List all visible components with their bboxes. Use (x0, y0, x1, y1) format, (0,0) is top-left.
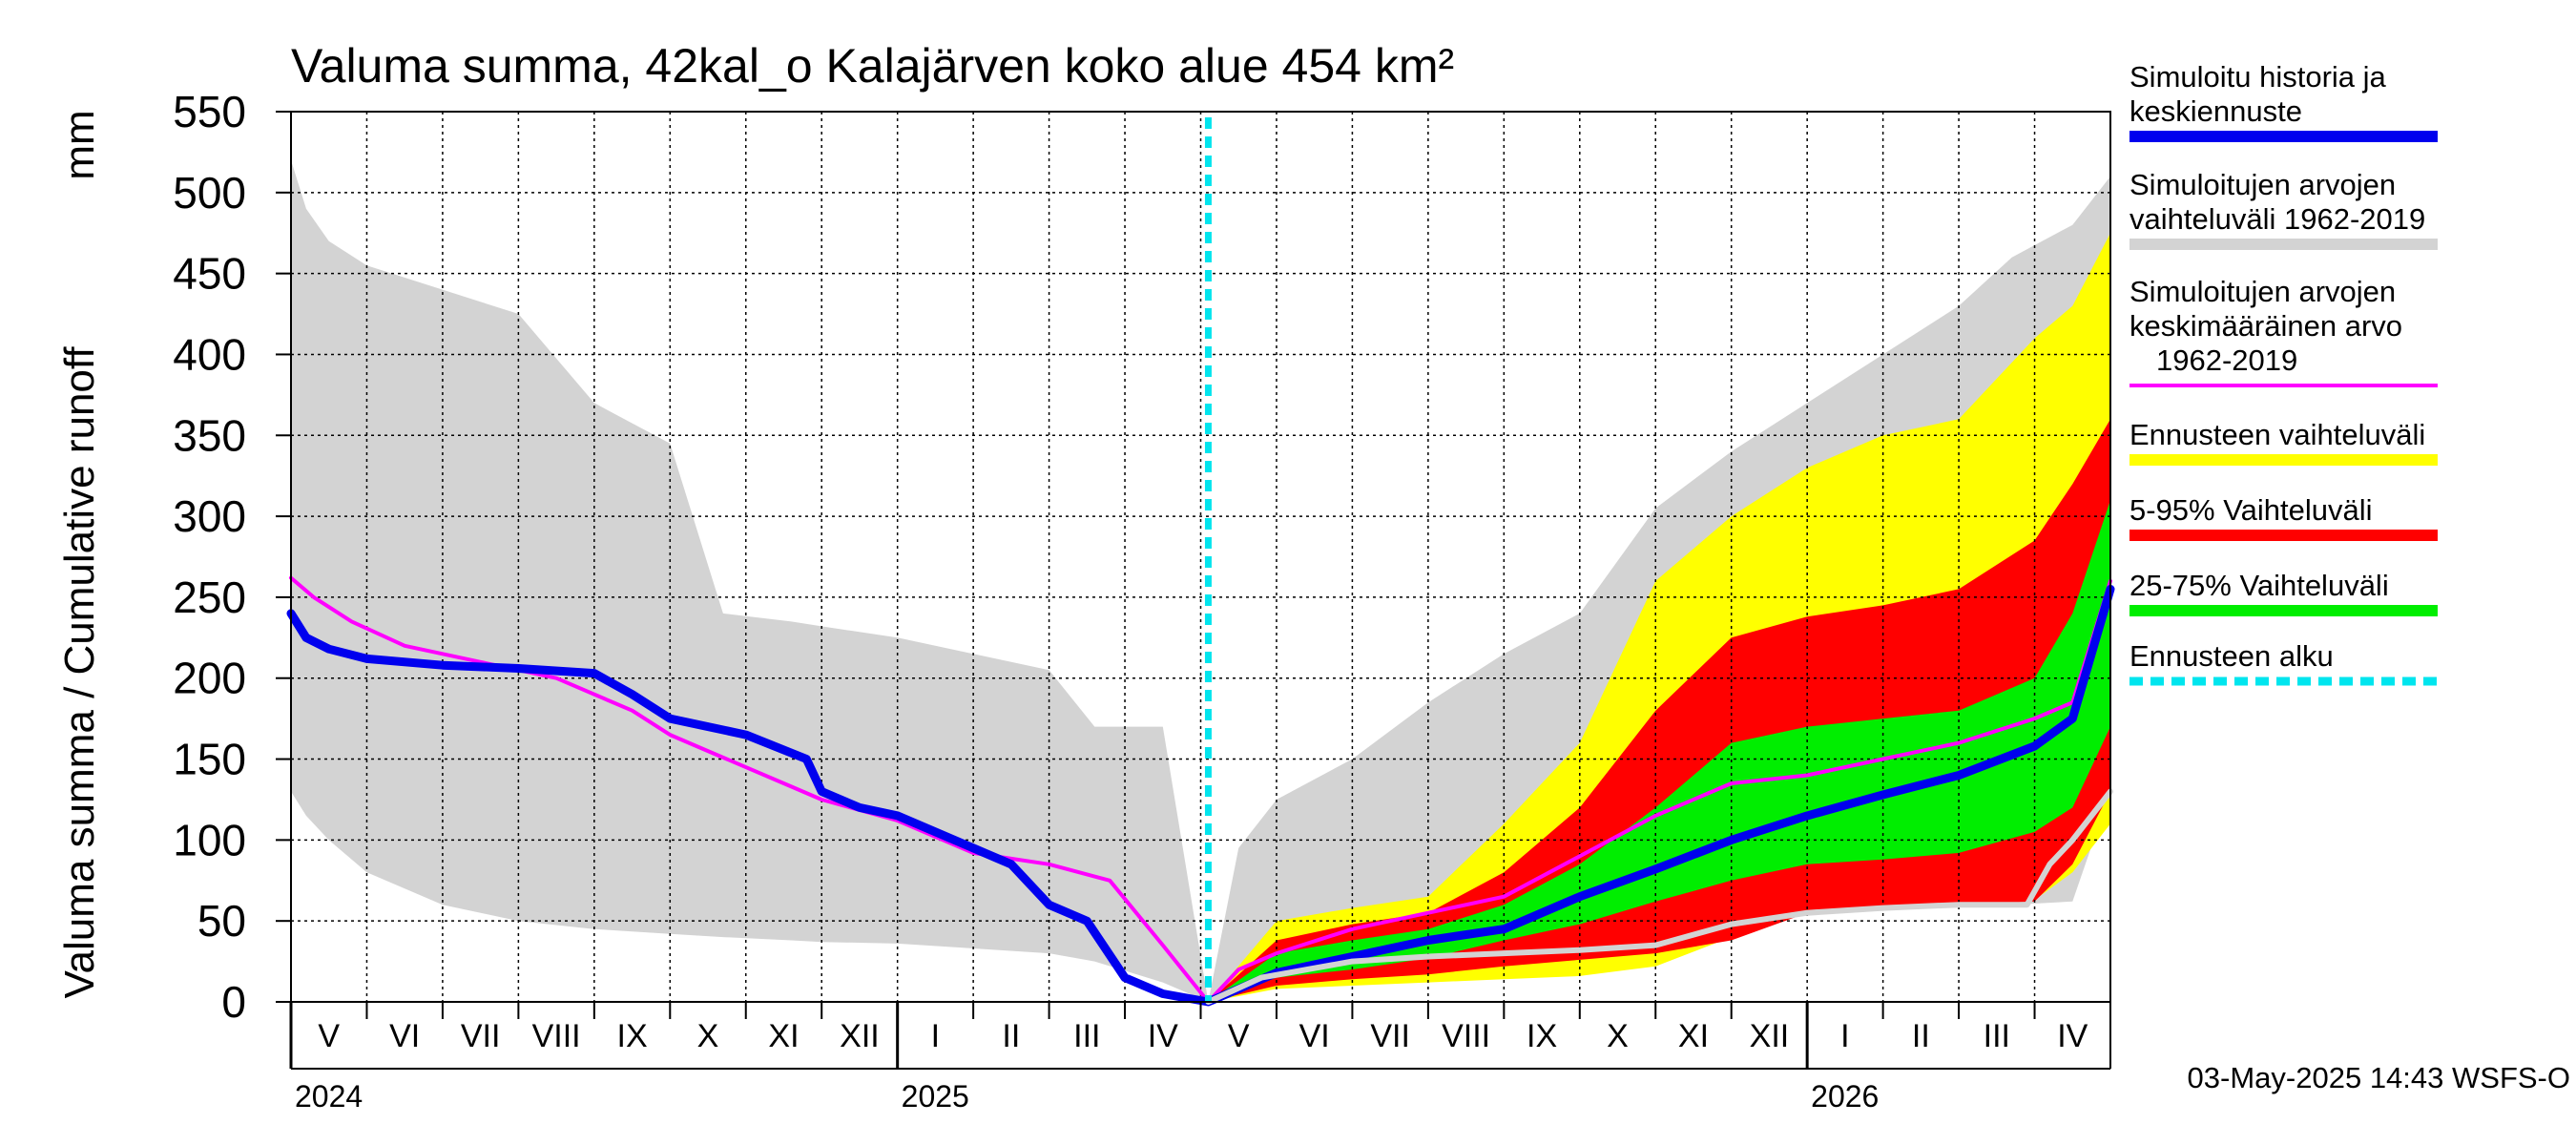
legend-label-2-1: keskimääräinen arvo (2129, 309, 2402, 343)
month-label-21: II (1912, 1018, 1930, 1054)
month-label-9: II (1002, 1018, 1020, 1054)
month-label-11: IV (1148, 1018, 1178, 1054)
month-label-17: X (1607, 1018, 1629, 1054)
month-label-1: VI (389, 1018, 420, 1054)
y-tick-label-450: 450 (173, 249, 246, 299)
month-label-0: V (318, 1018, 340, 1054)
y-tick-label-50: 50 (197, 896, 246, 946)
month-label-15: VIII (1442, 1018, 1490, 1054)
y-tick-label-0: 0 (221, 977, 246, 1027)
month-label-22: III (1984, 1018, 2010, 1054)
series-lines (286, 575, 2115, 1007)
month-label-5: X (697, 1018, 719, 1054)
month-label-20: I (1840, 1018, 1849, 1054)
x-axis-ticks: V VI VII VIII IX X XI XII I II III IV V VI VII VIII IX X X… (289, 1002, 2111, 1114)
legend-label-5-0: 25-75% Vaihteluväli (2129, 569, 2389, 602)
year-label-2025: 2025 (902, 1079, 969, 1114)
y-tick-label-250: 250 (173, 572, 246, 622)
legend-label-1-0: Simuloitujen arvojen (2129, 168, 2396, 201)
month-label-7: XII (840, 1018, 880, 1054)
chart-title: Valuma summa, 42kal_o Kalajärven koko al… (291, 39, 1454, 93)
month-label-8: I (931, 1018, 940, 1054)
year-label-2026: 2026 (1811, 1079, 1879, 1114)
month-label-12: V (1228, 1018, 1250, 1054)
month-label-23: IV (2057, 1018, 2088, 1054)
line-simuloitujen-arvojen-vaihteluv-li-1962-2019-ennustejakso (1205, 788, 2113, 1005)
legend-label-6-0: Ennusteen alku (2129, 639, 2334, 673)
grid-lines (291, 112, 2110, 1002)
y-tick-label-150: 150 (173, 735, 246, 784)
month-label-14: VII (1370, 1018, 1410, 1054)
y-axis-unit: mm (56, 110, 103, 179)
y-axis-label: Valuma summa / Cumulative runoff (56, 346, 103, 999)
month-label-3: VIII (532, 1018, 581, 1054)
legend-label-0-1: keskiennuste (2129, 94, 2302, 128)
month-label-6: XI (768, 1018, 799, 1054)
line-simuloitu-historia-ja-keskiennuste (286, 584, 2115, 1007)
line-simuloitujen-arvojen-keskim-r-inen-arvo-1962-2019 (289, 575, 2112, 1004)
month-label-19: XII (1750, 1018, 1790, 1054)
y-tick-label-350: 350 (173, 410, 246, 460)
legend-label-1-1: vaihteluväli 1962-2019 (2129, 202, 2425, 236)
y-tick-label-550: 550 (173, 87, 246, 136)
year-label-2024: 2024 (295, 1079, 363, 1114)
month-label-10: III (1073, 1018, 1100, 1054)
y-tick-label-500: 500 (173, 168, 246, 218)
y-tick-label-300: 300 (173, 491, 246, 541)
y-tick-label-100: 100 (173, 815, 246, 864)
month-label-4: IX (617, 1018, 648, 1054)
footer-timestamp: 03-May-2025 14:43 WSFS-O (2188, 1061, 2570, 1094)
month-label-13: VI (1299, 1018, 1330, 1054)
legend-label-3-0: Ennusteen vaihteluväli (2129, 418, 2425, 451)
month-label-2: VII (461, 1018, 501, 1054)
legend-label-2-2: 1962-2019 (2156, 344, 2297, 377)
legend-label-0-0: Simuloitu historia ja (2129, 60, 2387, 94)
y-axis-ticks: 0 50 100 150 200 250 300 350 400 450 500 550 (173, 87, 291, 1027)
month-label-18: XI (1678, 1018, 1709, 1054)
month-label-16: IX (1527, 1018, 1557, 1054)
legend-label-2-0: Simuloitujen arvojen (2129, 275, 2396, 308)
legend-label-4-0: 5-95% Vaihteluväli (2129, 493, 2372, 527)
y-tick-label-200: 200 (173, 654, 246, 703)
y-tick-label-400: 400 (173, 329, 246, 379)
